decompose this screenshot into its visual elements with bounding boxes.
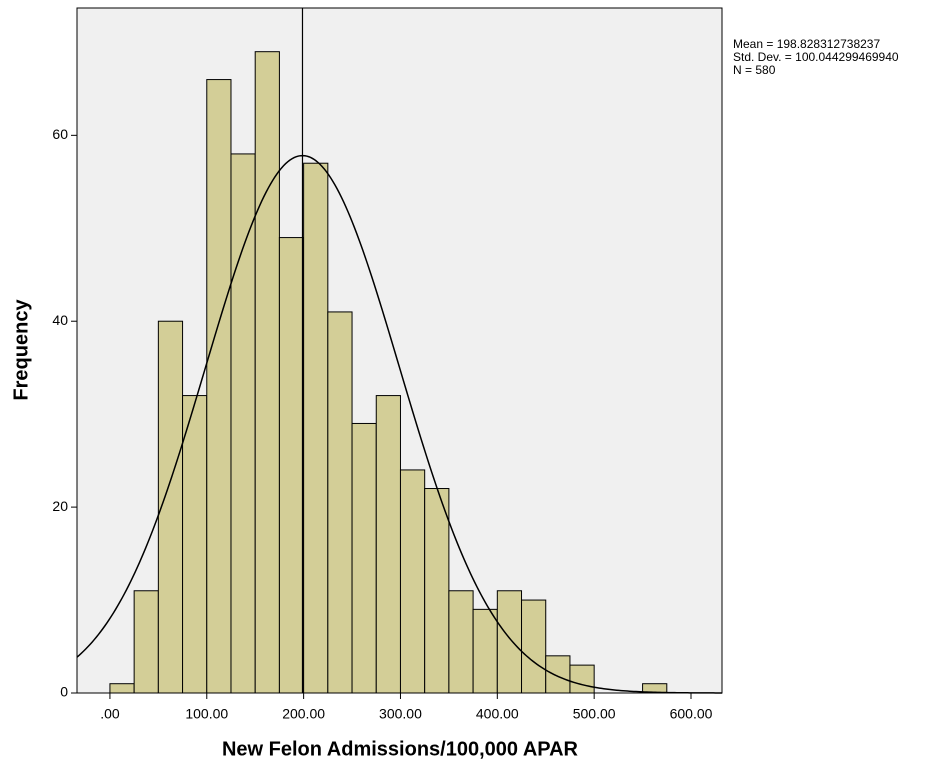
x-tick-label: 300.00 (379, 706, 422, 722)
bar (206, 79, 232, 694)
bar (472, 608, 498, 694)
bar (278, 237, 305, 694)
x-tick-label: 100.00 (185, 706, 228, 722)
x-tick-label: 500.00 (573, 706, 616, 722)
y-tick-label: 0 (60, 684, 68, 700)
bar (182, 395, 208, 694)
y-axis-title: Frequency (10, 299, 32, 401)
x-tick-label: .00 (100, 706, 120, 722)
x-axis-title: New Felon Admissions/100,000 APAR (222, 738, 579, 760)
y-tick-label: 40 (52, 312, 68, 328)
bar (327, 311, 353, 694)
bar (448, 590, 474, 694)
x-tick-label: 400.00 (476, 706, 519, 722)
bar (399, 469, 426, 694)
plot-frame (76, 7, 723, 694)
stat-label: Std. Dev. = 100.044299469940 (733, 50, 899, 64)
bar (521, 599, 547, 694)
bar (133, 590, 159, 694)
bar (569, 664, 595, 694)
x-tick-label: 200.00 (282, 706, 325, 722)
stat-label: Mean = 198.828312738237 (733, 37, 880, 51)
stat-label: N = 580 (733, 63, 776, 77)
bar (230, 153, 256, 694)
bar (496, 590, 523, 694)
bar (424, 488, 450, 694)
y-tick-label: 60 (52, 126, 68, 142)
normal-curve (76, 154, 722, 694)
y-tick-label: 20 (52, 498, 68, 514)
bar (109, 683, 135, 694)
bar (375, 395, 401, 694)
bar (303, 162, 329, 694)
bar (351, 422, 377, 694)
x-tick-label: 600.00 (670, 706, 713, 722)
bar (254, 51, 280, 694)
bar (545, 655, 571, 694)
